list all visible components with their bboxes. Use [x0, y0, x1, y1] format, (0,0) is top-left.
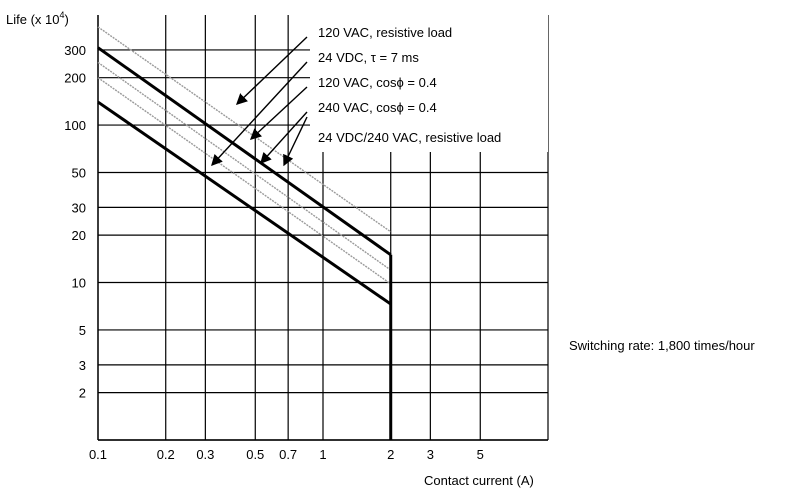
y-tick-label: 10: [72, 276, 86, 291]
legend-arrow-1: [235, 36, 308, 105]
tick-labels: 0.1 0.2 0.3 0.5 0.7 1 2 3 5 300 200 100 50 30 20 10 5 3 2: [64, 43, 484, 462]
x-tick-label: 5: [477, 447, 484, 462]
y-tick-label: 2: [79, 386, 86, 401]
switching-rate-note: Switching rate: 1,800 times/hour: [569, 338, 755, 353]
x-tick-label: 0.2: [157, 447, 175, 462]
x-tick-label: 3: [427, 447, 434, 462]
legend-item-2: 24 VDC, τ = 7 ms: [318, 50, 419, 65]
legend-item-3: 120 VAC, cosϕ = 0.4: [318, 75, 437, 90]
x-tick-label: 2: [387, 447, 394, 462]
y-tick-label: 50: [72, 165, 86, 180]
legend-arrows: [211, 36, 308, 167]
y-tick-label: 100: [64, 118, 86, 133]
y-tick-label: 30: [72, 200, 86, 215]
legend-arrow-3: [249, 86, 308, 140]
y-tick-label: 20: [72, 228, 86, 243]
x-tick-label: 0.5: [246, 447, 264, 462]
y-axis-title: Life (x 104): [6, 10, 69, 27]
legend-box: [310, 10, 548, 152]
series-line-2: [97, 46, 392, 257]
y-tick-label: 3: [79, 358, 86, 373]
series-line-4: [97, 77, 392, 285]
x-tick-label: 0.7: [279, 447, 297, 462]
y-tick-label: 200: [64, 71, 86, 86]
y-tick-label: 5: [79, 323, 86, 338]
y-tick-label: 300: [64, 43, 86, 58]
series-line-5: [97, 100, 392, 306]
legend-item-4: 240 VAC, cosϕ = 0.4: [318, 100, 437, 115]
legend: 120 VAC, resistive load 24 VDC, τ = 7 ms 1…: [310, 10, 548, 152]
x-tick-label: 0.3: [196, 447, 214, 462]
x-tick-label: 0.1: [89, 447, 107, 462]
legend-arrow-4: [260, 111, 308, 165]
legend-arrow-2: [211, 61, 308, 167]
legend-arrow-5: [283, 116, 308, 167]
x-tick-label: 1: [319, 447, 326, 462]
legend-item-1: 120 VAC, resistive load: [318, 25, 452, 40]
legend-item-5: 24 VDC/240 VAC, resistive load: [318, 130, 501, 145]
x-axis-title: Contact current (A): [424, 473, 534, 488]
